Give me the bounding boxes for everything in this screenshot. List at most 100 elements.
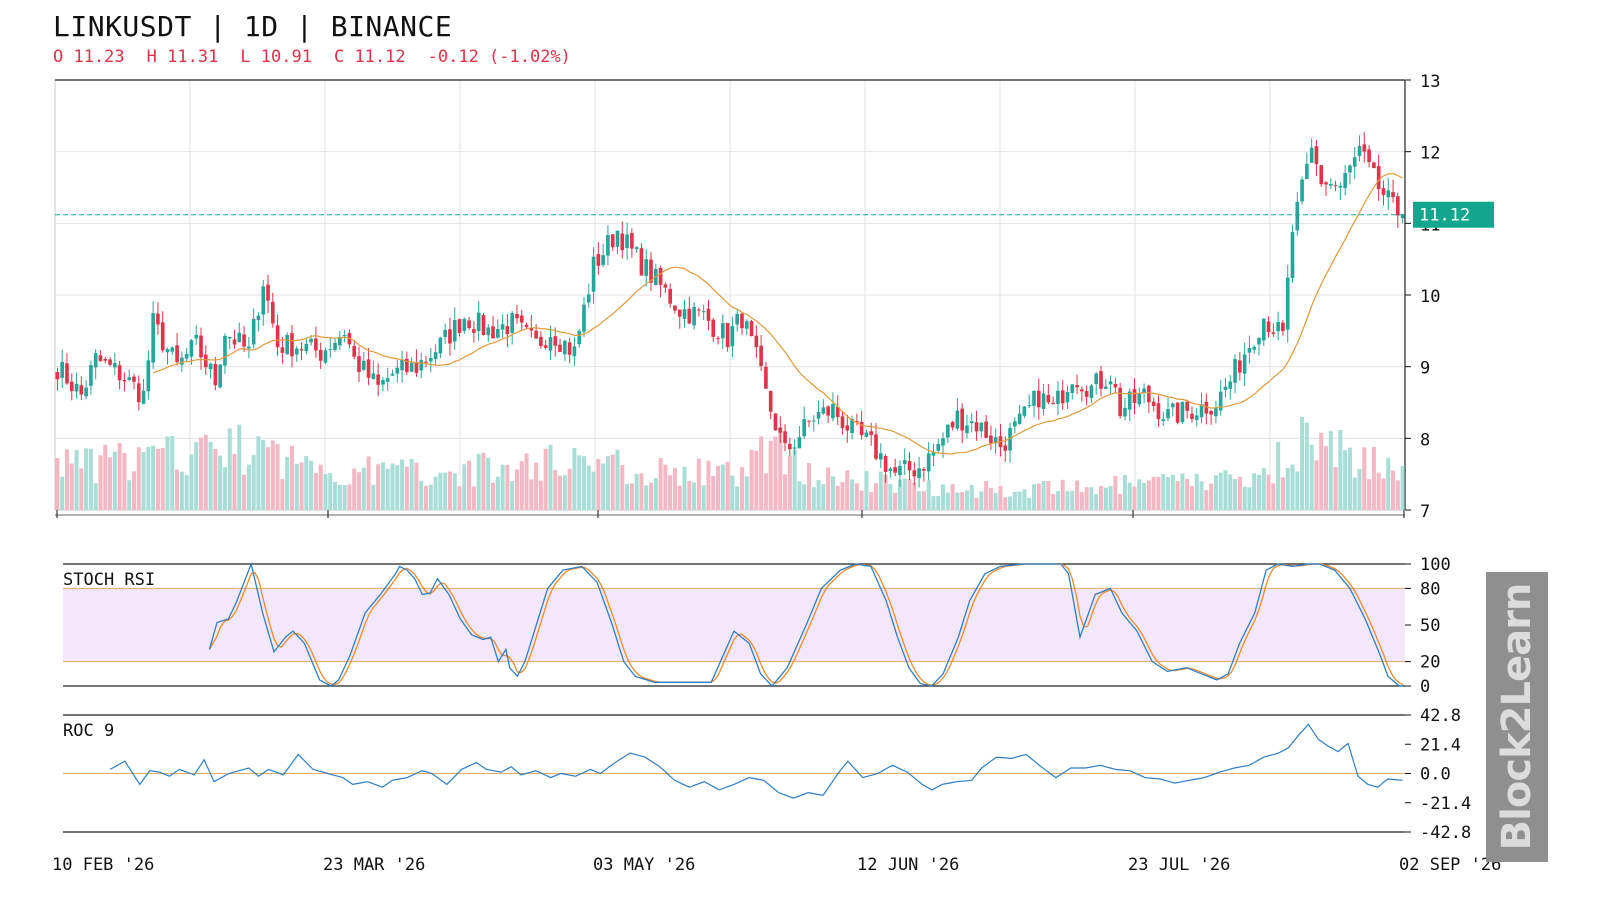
volume-bar [668,475,673,510]
candle-body [318,349,323,361]
volume-bar [438,472,443,510]
candle-body [400,359,404,371]
volume-bar [653,478,658,510]
candle-body [1151,401,1156,407]
volume-bar [203,434,208,510]
volume-bar [385,468,390,510]
candle-body [993,437,998,444]
candle-body [1319,165,1324,185]
volume-bar [749,449,754,510]
candle-body [1338,185,1343,188]
candle-body [304,343,309,352]
volume-bar [1022,489,1027,510]
volume-bar [964,490,969,510]
volume-bar [897,479,902,510]
candle-body [955,410,960,429]
candle-body [1266,321,1271,333]
price-panel[interactable]: 1312111098711.12 [54,72,1494,522]
candle-body [639,248,644,276]
candle-body [433,352,438,360]
volume-bar [658,458,663,510]
volume-bar [141,452,146,510]
volume-bar [1142,482,1147,510]
volume-bar [371,484,376,510]
volume-bar [170,435,175,510]
volume-bar [1304,422,1309,510]
candle-body [606,234,610,256]
volume-bar [419,480,424,510]
volume-bar [333,481,338,510]
candle-body [577,331,582,345]
candle-body [1314,146,1319,165]
candle-body [1271,332,1276,334]
candle-body [1228,381,1233,389]
volume-bar [1041,480,1046,510]
candle-body [644,259,649,276]
volume-bar [1118,493,1123,510]
candle-body [1295,201,1300,231]
volume-bar [1194,473,1199,510]
volume-bar [1300,416,1305,510]
candle-body [1290,232,1295,278]
volume-bar [1280,477,1285,510]
volume-bar [1055,491,1060,510]
candle-body [242,334,246,347]
candle-body [1343,172,1347,189]
volume-bar [1362,447,1367,510]
volume-bar [98,455,103,510]
volume-bar [266,447,271,510]
volume-bar [1027,497,1032,510]
volume-bar [323,474,328,510]
volume-bar [936,495,941,510]
ohlc-readout: O 11.23 H 11.31 L 10.91 C 11.12 -0.12 (-1.02… [53,47,593,67]
volume-bar [414,462,419,510]
candle-body [1041,393,1046,410]
candle-body [797,437,802,449]
candle-body [438,337,443,354]
candle-body [113,363,117,368]
candle-body [1362,144,1367,152]
volume-bar [88,448,93,510]
volume-bar [376,464,381,510]
candle-body [1156,403,1161,420]
volume-bar [711,476,716,510]
volume-bar [596,458,601,510]
candle-body [227,336,232,339]
volume-bar [639,473,644,510]
volume-bar [629,483,634,510]
candle-body [1324,182,1328,185]
candle-body [692,306,696,326]
volume-bar [352,468,357,510]
volume-bar [457,486,462,510]
candle-body [1300,179,1304,202]
candle-body [1357,145,1362,157]
stoch-rsi-panel[interactable]: STOCH RSI 100 80 50 20 0 [63,555,1451,697]
candle-body [926,453,931,472]
volume-bar [558,475,563,510]
volume-bar [778,427,783,510]
volume-bar [888,484,893,510]
volume-bar [328,473,333,510]
candle-body [1233,359,1237,383]
stoch-d-line [208,563,1404,686]
volume-bar [1367,479,1372,510]
roc-panel[interactable]: ROC 9 42.8 21.4 0.0 -21.4 -42.8 [63,706,1471,843]
volume-bar [1309,444,1314,510]
volume-bar [246,464,251,510]
volume-bar [663,464,668,510]
candle-body [194,334,199,339]
candle-body [247,346,251,349]
volume-bar [754,450,759,510]
candle-body [390,373,395,376]
volume-bar [816,480,821,510]
volume-bar [534,462,539,510]
volume-bar [1333,467,1338,510]
candle-body [271,301,275,324]
candle-body [84,387,88,397]
candle-body [936,443,941,451]
price-tick-label: 13 [1420,72,1440,92]
candle-body [515,313,519,319]
volume-bar [500,464,505,510]
candle-body [424,361,428,363]
